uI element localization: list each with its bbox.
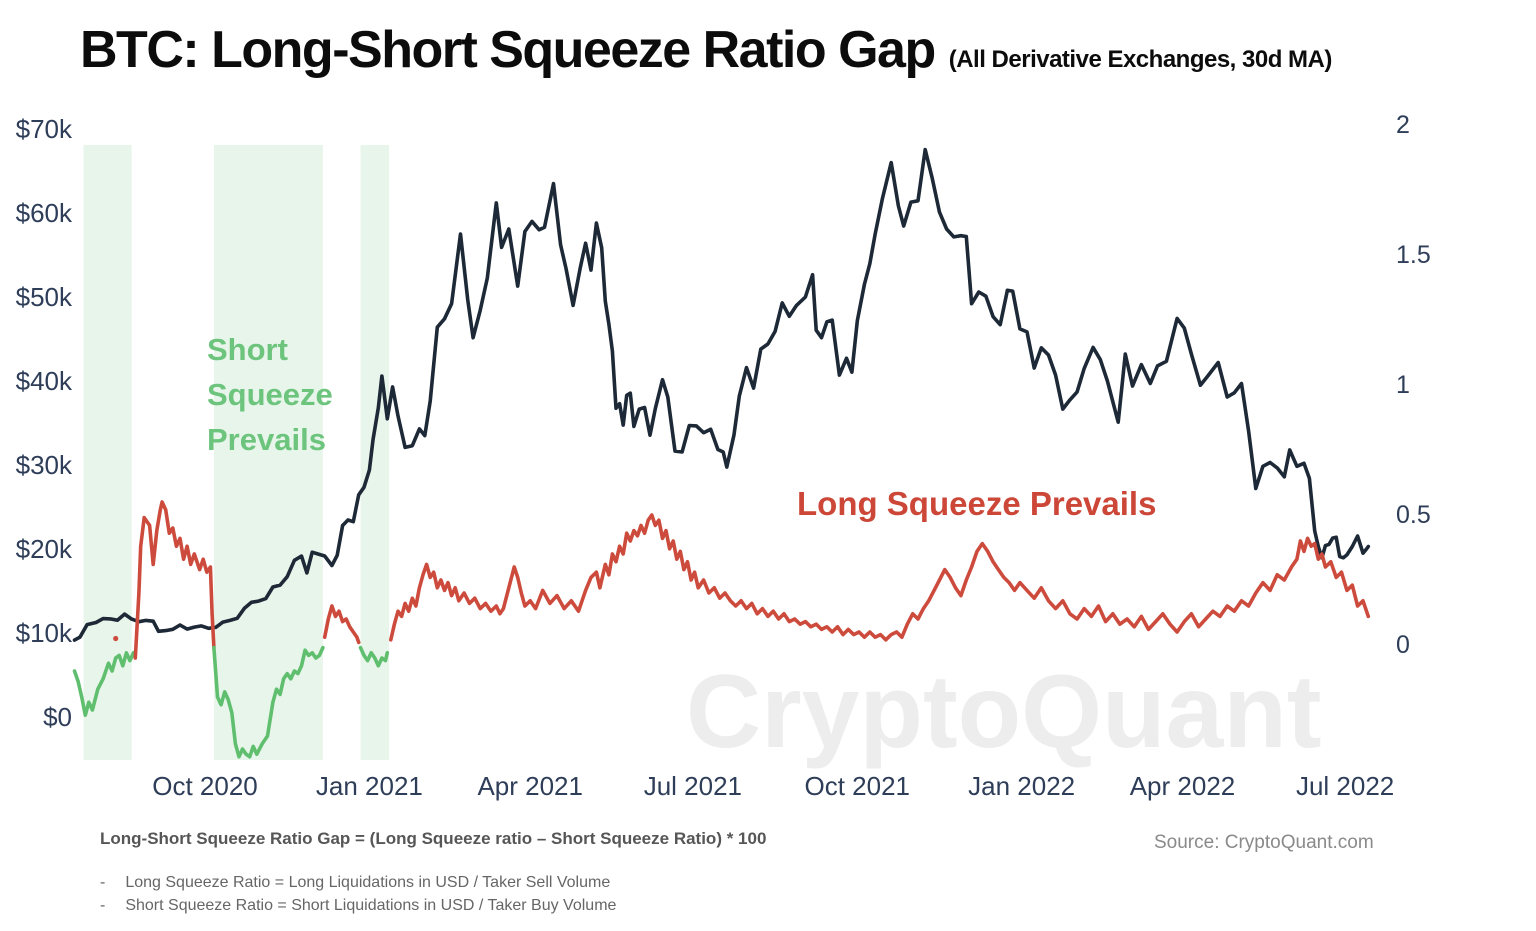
watermark-text: CryptoQuant xyxy=(686,654,1322,770)
bullet-dash: - xyxy=(100,874,106,891)
x-axis-tick-label: Oct 2021 xyxy=(804,771,910,801)
short-squeeze-annotation: Short Squeeze Prevails xyxy=(207,327,333,462)
bullet-long-squeeze-definition: - Long Squeeze Ratio = Long Liquidations… xyxy=(100,874,610,892)
chart-title: BTC: Long-Short Squeeze Ratio Gap (All D… xyxy=(80,20,1332,80)
page-subtitle: (All Derivative Exchanges, 30d MA) xyxy=(948,46,1333,73)
long-squeeze-annotation: Long Squeeze Prevails xyxy=(797,485,1157,522)
right-axis-tick-label: 0 xyxy=(1396,631,1410,659)
left-axis-tick-label: $60k xyxy=(15,198,72,228)
short-squeeze-annotation-line: Prevails xyxy=(207,422,326,457)
x-axis-tick-label: Jul 2021 xyxy=(643,771,742,801)
left-axis-tick-label: $10k xyxy=(15,618,72,648)
right-axis-tick-label: 1.5 xyxy=(1396,241,1431,269)
x-axis-tick-label: Jan 2022 xyxy=(968,771,1076,801)
x-axis-tick-label: Oct 2020 xyxy=(152,771,258,801)
right-axis-tick-label: 1 xyxy=(1396,371,1410,399)
left-axis-tick-label: $50k xyxy=(15,282,72,312)
left-axis-tick-label: $30k xyxy=(15,450,72,480)
right-axis-tick-label: 2 xyxy=(1396,111,1410,139)
left-axis-tick-label: $0 xyxy=(43,702,72,732)
x-axis-tick-label: Apr 2021 xyxy=(477,771,583,801)
source-credit: Source: CryptoQuant.com xyxy=(1154,832,1374,853)
left-axis-tick-label: $40k xyxy=(15,366,72,396)
page-title: BTC: Long-Short Squeeze Ratio Gap xyxy=(80,21,936,79)
bullet-dash: - xyxy=(100,897,106,914)
formula-text: Long-Short Squeeze Ratio Gap = (Long Squ… xyxy=(100,829,767,848)
left-axis-tick-label: $70k xyxy=(15,114,72,144)
short-squeeze-annotation-line: Short xyxy=(207,332,288,367)
x-axis-tick-label: Jul 2022 xyxy=(1295,771,1395,801)
bullet-text: Short Squeeze Ratio = Short Liquidations… xyxy=(125,897,617,914)
x-axis-tick-label: Jan 2021 xyxy=(315,771,423,801)
bullet-short-squeeze-definition: - Short Squeeze Ratio = Short Liquidatio… xyxy=(100,897,616,915)
squeeze-gap-line xyxy=(72,500,1371,759)
btc-price-line xyxy=(72,147,1371,642)
bullet-text: Long Squeeze Ratio = Long Liquidations i… xyxy=(125,874,611,891)
x-axis-tick-label: Apr 2022 xyxy=(1129,771,1236,801)
short-squeeze-annotation-line: Squeeze xyxy=(207,377,333,412)
right-axis-tick-label: 0.5 xyxy=(1396,501,1431,529)
left-axis-tick-label: $20k xyxy=(15,534,72,564)
